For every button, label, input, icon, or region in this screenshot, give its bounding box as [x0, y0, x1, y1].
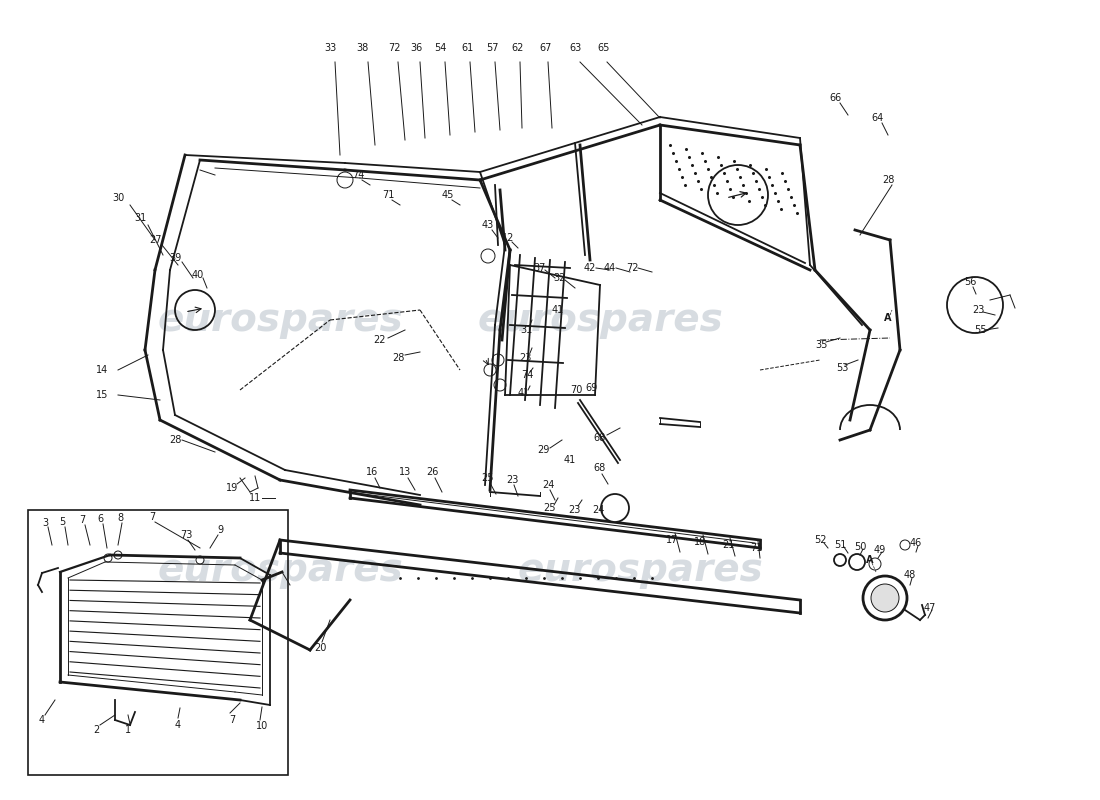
Text: 57: 57: [486, 43, 498, 53]
Text: eurospares: eurospares: [517, 551, 763, 589]
Text: 24: 24: [592, 505, 604, 515]
Text: 41: 41: [518, 388, 530, 398]
Text: 61: 61: [462, 43, 474, 53]
Text: 31: 31: [134, 213, 146, 223]
Text: 29: 29: [537, 445, 549, 455]
Text: 73: 73: [179, 530, 192, 540]
Text: 22: 22: [374, 335, 386, 345]
Text: 25: 25: [482, 473, 494, 483]
Text: 12: 12: [502, 233, 514, 243]
Text: 1: 1: [125, 725, 131, 735]
Text: 21: 21: [722, 540, 734, 550]
Text: 46: 46: [910, 538, 922, 548]
Text: 5: 5: [59, 517, 65, 527]
Circle shape: [601, 494, 629, 522]
Text: 32: 32: [553, 273, 566, 283]
Text: 19: 19: [226, 483, 238, 493]
Text: 2: 2: [92, 725, 99, 735]
Text: 64: 64: [872, 113, 884, 123]
Text: 67: 67: [540, 43, 552, 53]
Text: 41: 41: [564, 455, 576, 465]
Text: 28: 28: [392, 353, 404, 363]
Text: 72: 72: [626, 263, 638, 273]
Text: 13: 13: [399, 467, 411, 477]
Text: 65: 65: [597, 43, 611, 53]
Text: 27: 27: [148, 235, 162, 245]
Text: 68: 68: [594, 463, 606, 473]
Text: 16: 16: [366, 467, 378, 477]
Text: 71: 71: [382, 190, 394, 200]
Text: 56: 56: [964, 277, 976, 287]
Text: 74: 74: [520, 370, 534, 380]
Text: 43: 43: [482, 220, 494, 230]
Text: 40: 40: [191, 270, 205, 280]
Text: 4: 4: [175, 720, 182, 730]
Text: 31: 31: [520, 325, 532, 335]
Circle shape: [871, 584, 899, 612]
Text: 44: 44: [604, 263, 616, 273]
Text: 41: 41: [552, 305, 564, 315]
Text: 8: 8: [117, 513, 123, 523]
Text: 9: 9: [217, 525, 223, 535]
Text: 54: 54: [433, 43, 447, 53]
Text: 28: 28: [882, 175, 894, 185]
Text: 28: 28: [168, 435, 182, 445]
Text: 50: 50: [854, 542, 866, 552]
Text: 7: 7: [79, 515, 85, 525]
Text: 10: 10: [256, 721, 268, 731]
Text: 51: 51: [834, 540, 846, 550]
Text: 15: 15: [96, 390, 108, 400]
Text: 26: 26: [426, 467, 438, 477]
Text: 55: 55: [974, 325, 987, 335]
Text: 38: 38: [356, 43, 369, 53]
Text: 17: 17: [666, 535, 679, 545]
Text: 52: 52: [814, 535, 826, 545]
Text: 18: 18: [694, 537, 706, 547]
Text: 66: 66: [829, 93, 843, 103]
Text: 71: 71: [750, 543, 762, 553]
Text: 30: 30: [112, 193, 124, 203]
Text: 53: 53: [836, 363, 848, 373]
Text: 63: 63: [570, 43, 582, 53]
Text: A: A: [867, 555, 873, 565]
Text: 11: 11: [249, 493, 261, 503]
Text: 3: 3: [42, 518, 48, 528]
Text: 74: 74: [352, 170, 364, 180]
Text: 4: 4: [39, 715, 45, 725]
Text: eurospares: eurospares: [157, 551, 403, 589]
Text: 6: 6: [97, 514, 103, 524]
Text: 39: 39: [169, 253, 182, 263]
Text: 37: 37: [534, 263, 547, 273]
Text: 7: 7: [229, 715, 235, 725]
Bar: [28, 510, 288, 775]
Text: 47: 47: [924, 603, 936, 613]
Text: 24: 24: [542, 480, 554, 490]
Text: 49: 49: [873, 545, 887, 555]
Text: eurospares: eurospares: [157, 301, 403, 339]
Text: 35: 35: [816, 340, 828, 350]
Text: 20: 20: [314, 643, 327, 653]
Text: 62: 62: [512, 43, 525, 53]
Text: 69: 69: [586, 383, 598, 393]
Text: 72: 72: [387, 43, 400, 53]
Text: 23: 23: [971, 305, 984, 315]
Text: 36: 36: [410, 43, 422, 53]
Text: 45: 45: [442, 190, 454, 200]
Text: 25: 25: [543, 503, 557, 513]
Text: 33: 33: [323, 43, 337, 53]
Text: 48: 48: [904, 570, 916, 580]
Text: 14: 14: [96, 365, 108, 375]
Text: 23: 23: [506, 475, 518, 485]
Text: 23: 23: [519, 353, 531, 363]
Text: eurospares: eurospares: [477, 301, 723, 339]
Text: 68: 68: [594, 433, 606, 443]
Text: 42: 42: [584, 263, 596, 273]
Text: A: A: [884, 313, 892, 323]
Text: 7: 7: [148, 512, 155, 522]
Text: 70: 70: [570, 385, 582, 395]
Text: 23: 23: [568, 505, 580, 515]
